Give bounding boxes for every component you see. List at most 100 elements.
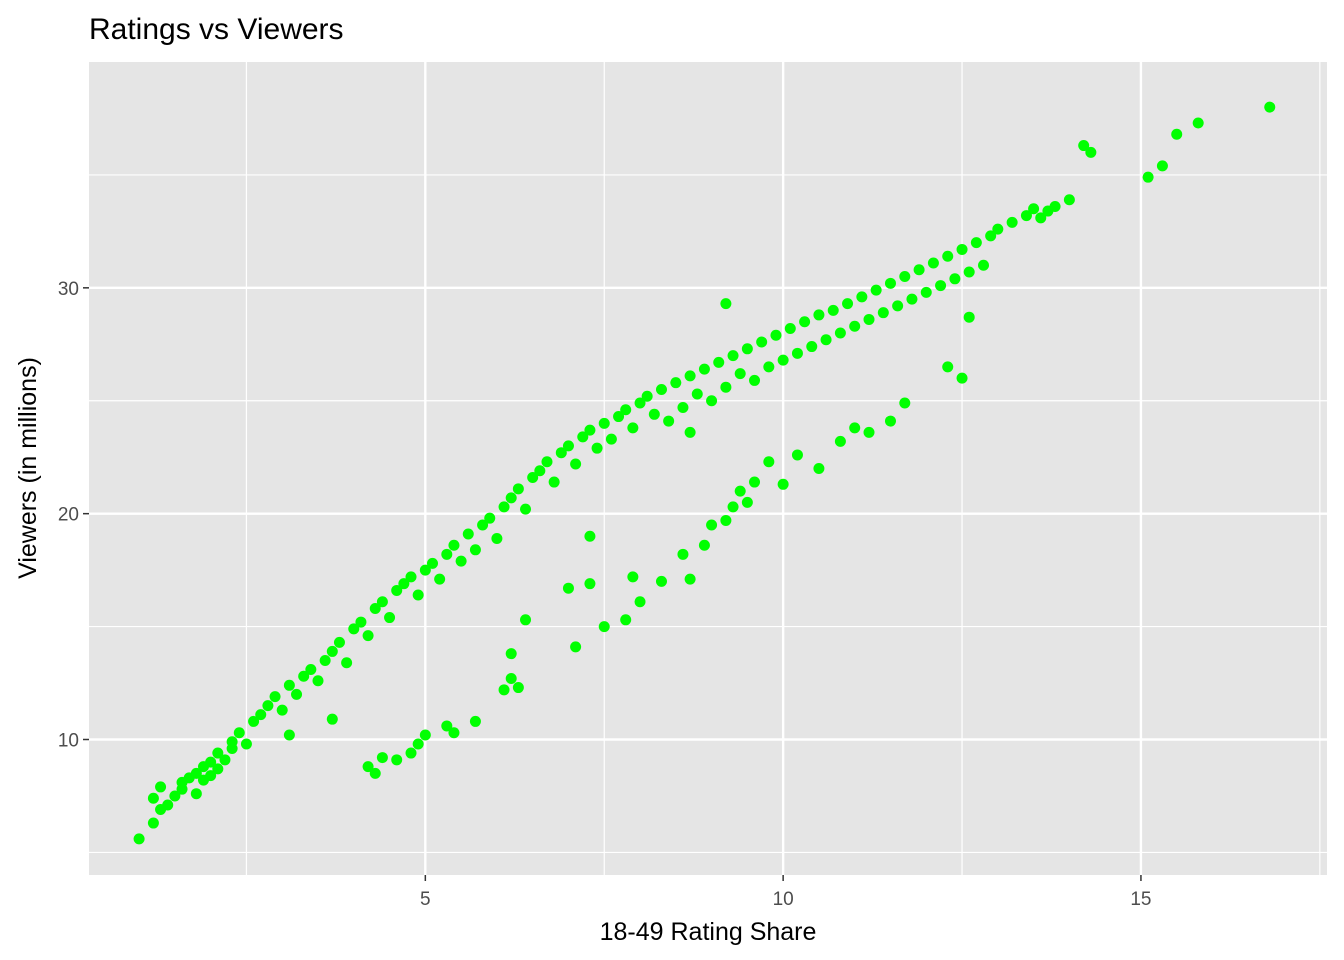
data-point <box>913 264 925 276</box>
data-point <box>613 411 625 423</box>
data-point <box>355 616 367 628</box>
data-point <box>419 729 431 741</box>
data-point <box>562 582 574 594</box>
data-point <box>1028 203 1040 215</box>
data-point <box>319 654 331 666</box>
data-point <box>512 682 524 694</box>
data-point <box>935 280 947 292</box>
data-point <box>598 621 610 633</box>
data-point <box>341 657 353 669</box>
data-point <box>505 492 517 504</box>
data-point <box>155 781 167 793</box>
data-point <box>505 673 517 685</box>
data-point <box>405 571 417 583</box>
data-point <box>147 792 159 804</box>
data-point <box>226 736 238 748</box>
x-tick-label: 10 <box>773 889 794 910</box>
data-point <box>462 528 474 540</box>
data-point <box>419 564 431 576</box>
data-point <box>763 456 775 468</box>
data-point <box>706 519 718 531</box>
data-point <box>784 322 796 334</box>
data-point <box>1020 210 1032 222</box>
data-point <box>956 243 968 255</box>
data-point <box>520 503 532 515</box>
data-point <box>412 589 424 601</box>
data-point <box>813 463 825 474</box>
data-point <box>884 277 896 289</box>
data-point <box>634 596 646 608</box>
data-point <box>477 519 489 531</box>
data-point <box>892 300 904 312</box>
data-point <box>326 645 338 657</box>
data-point <box>162 799 174 811</box>
data-point <box>527 472 539 484</box>
data-point <box>806 341 818 353</box>
data-point <box>684 370 696 382</box>
data-point <box>219 754 231 766</box>
data-point <box>777 478 789 490</box>
data-point <box>248 715 260 727</box>
data-point <box>441 720 453 732</box>
data-point <box>663 415 675 427</box>
data-point <box>1156 160 1168 172</box>
data-point <box>827 304 839 316</box>
data-point <box>727 501 739 513</box>
data-point <box>627 422 639 434</box>
data-point <box>555 447 567 459</box>
data-point <box>233 727 245 739</box>
x-axis-title: 18-49 Rating Share <box>600 918 817 946</box>
data-point <box>842 298 854 310</box>
data-point <box>620 614 632 626</box>
data-point <box>1171 128 1183 140</box>
data-point <box>1063 194 1075 206</box>
data-point <box>849 320 861 332</box>
data-point <box>620 404 632 416</box>
data-point <box>1264 101 1276 113</box>
data-point <box>956 372 968 384</box>
data-point <box>505 648 517 660</box>
data-point <box>605 433 617 445</box>
data-point <box>670 377 682 389</box>
data-point <box>684 573 696 585</box>
data-point <box>369 603 381 615</box>
data-point <box>677 548 689 560</box>
data-point <box>291 688 303 700</box>
data-point <box>498 501 510 513</box>
data-point <box>541 456 553 468</box>
data-point <box>906 293 918 305</box>
data-point <box>820 334 832 346</box>
data-point <box>298 670 310 682</box>
x-tick-label: 15 <box>1130 889 1151 910</box>
data-point <box>884 415 896 427</box>
y-tick-label: 20 <box>58 505 79 526</box>
data-point <box>498 684 510 696</box>
data-point <box>1085 146 1097 158</box>
y-axis-ticks: 10 20 30 <box>58 279 89 752</box>
data-point <box>877 307 889 319</box>
data-point <box>269 691 281 703</box>
data-point <box>376 752 388 764</box>
data-point <box>133 833 145 845</box>
data-point <box>398 578 410 590</box>
y-tick-label: 30 <box>58 279 79 300</box>
data-point <box>899 397 911 409</box>
data-point <box>655 383 667 395</box>
data-point <box>469 544 481 556</box>
data-point <box>655 575 667 587</box>
data-point <box>276 704 288 716</box>
data-point <box>720 514 732 526</box>
data-point <box>240 738 252 750</box>
data-point <box>856 291 868 303</box>
data-point <box>434 573 446 585</box>
data-point <box>484 512 496 524</box>
data-point <box>992 223 1004 235</box>
data-point <box>312 675 324 687</box>
data-point <box>741 343 753 355</box>
data-point <box>756 336 768 348</box>
data-point <box>899 271 911 283</box>
data-point <box>283 679 295 691</box>
data-point <box>441 548 453 560</box>
data-point <box>455 555 467 567</box>
data-point <box>584 424 596 436</box>
